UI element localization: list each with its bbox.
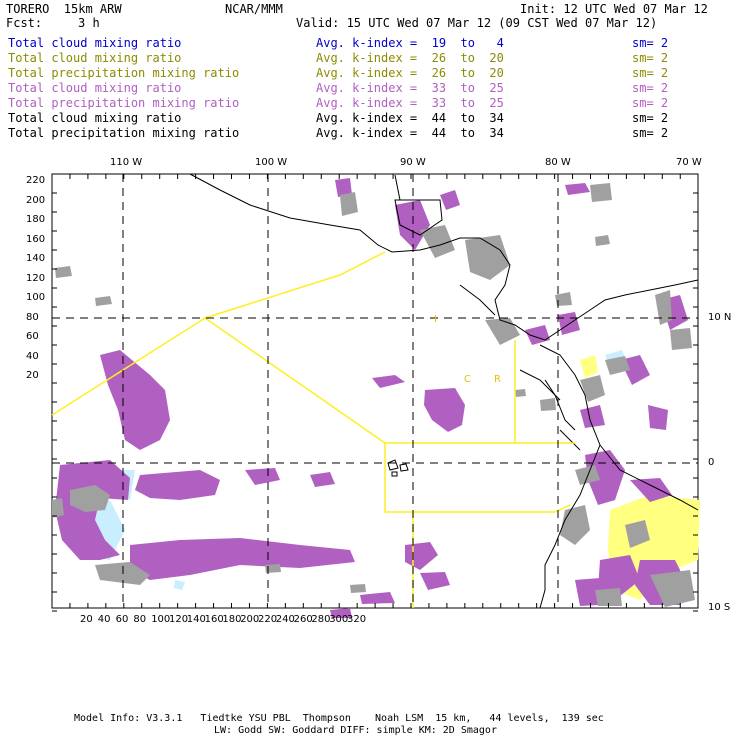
- legend-field: Total precipitation mixing ratio: [8, 96, 240, 110]
- longitude-label: 100 W: [255, 157, 288, 168]
- map-label-i: I: [434, 314, 437, 325]
- legend-sm: sm= 2: [632, 126, 669, 140]
- longitude-label: 70 W: [676, 157, 702, 168]
- org-label: NCAR/MMM: [225, 2, 283, 16]
- legend-kindex: Avg. k-index = 19 to 4: [316, 36, 504, 50]
- x-tick-label: 80: [133, 614, 147, 625]
- legend-field: Total cloud mixing ratio: [8, 81, 182, 95]
- footer-line-1: Model Info: V3.3.1 Tiedtke YSU PBL Thomp…: [74, 713, 604, 724]
- y-tick-label: 220: [26, 175, 46, 186]
- legend-field: Total precipitation mixing ratio: [8, 126, 240, 140]
- legend-kindex: Avg. k-index = 26 to 20: [316, 51, 504, 65]
- latitude-label: 0: [708, 457, 715, 468]
- legend-kindex: Avg. k-index = 44 to 34: [316, 126, 504, 140]
- x-tick-label: 200: [240, 614, 260, 625]
- map-label-r: R: [494, 374, 501, 385]
- x-tick-label: 140: [186, 614, 206, 625]
- coastlines: [189, 173, 699, 609]
- legend-field: Total cloud mixing ratio: [8, 36, 182, 50]
- grid-lines: [52, 174, 698, 608]
- y-tick-label: 80: [26, 311, 39, 323]
- y-tick-label: 20: [26, 370, 39, 381]
- legend-kindex: Avg. k-index = 33 to 25: [316, 96, 504, 110]
- legend-field: Total cloud mixing ratio: [8, 51, 182, 65]
- legend-kindex: Avg. k-index = 33 to 25: [316, 81, 504, 95]
- x-tick-label: 20: [80, 614, 93, 625]
- legend-sm: sm= 2: [632, 96, 669, 110]
- x-tick-label: 320: [347, 614, 367, 625]
- y-tick-label: 60: [26, 331, 39, 342]
- latitude-label: 10 N: [708, 312, 732, 323]
- footer-line-2: LW: Godd SW: Goddard DIFF: simple KM: 2D…: [214, 725, 497, 736]
- latitude-label: 10 S: [708, 602, 731, 613]
- legend-sm: sm= 2: [632, 36, 669, 50]
- model-title: TORERO 15km ARW: [6, 2, 122, 16]
- y-tick-label: 120: [26, 272, 46, 284]
- fcst-label: Fcst:: [6, 16, 43, 30]
- y-tick-label: 180: [26, 214, 46, 225]
- x-tick-label: 180: [222, 614, 242, 625]
- y-tick-label: 160: [26, 233, 46, 245]
- y-tick-label: 40: [26, 350, 39, 362]
- y-tick-label: 100: [26, 292, 46, 303]
- longitude-label: 110 W: [110, 157, 143, 168]
- legend-kindex: Avg. k-index = 26 to 20: [316, 66, 504, 80]
- x-tick-label: 280: [311, 614, 331, 625]
- y-tick-label: 140: [26, 253, 46, 264]
- legend-sm: sm= 2: [632, 66, 669, 80]
- galapagos: [387, 459, 409, 477]
- valid-time: Valid: 15 UTC Wed 07 Mar 12 (09 CST Wed …: [296, 16, 658, 30]
- x-tick-label: 40: [97, 614, 111, 625]
- legend-sm: sm= 2: [632, 51, 669, 65]
- legend-kindex: Avg. k-index = 44 to 34: [316, 111, 504, 125]
- x-tick-label: 240: [275, 614, 295, 625]
- init-time: Init: 12 UTC Wed 07 Mar 12: [520, 2, 708, 16]
- y-tick-label: 200: [26, 194, 46, 206]
- x-tick-label: 220: [258, 614, 278, 625]
- longitude-label: 80 W: [545, 157, 571, 168]
- x-tick-label: 100: [151, 614, 171, 625]
- x-tick-label: 120: [169, 614, 189, 625]
- x-tick-label: 160: [204, 614, 224, 625]
- x-tick-label: 60: [115, 614, 129, 625]
- legend-field: Total cloud mixing ratio: [8, 111, 182, 125]
- map-label-c: C: [464, 374, 471, 385]
- fcst-value: 3 h: [78, 16, 100, 30]
- legend-sm: sm= 2: [632, 111, 669, 125]
- x-tick-label: 260: [293, 614, 313, 625]
- gray-fields: [52, 183, 695, 607]
- longitude-label: 90 W: [400, 157, 426, 168]
- legend-field: Total precipitation mixing ratio: [8, 66, 240, 80]
- tick-marks: [51, 173, 698, 612]
- x-tick-label: 300: [329, 614, 349, 625]
- legend-sm: sm= 2: [632, 81, 669, 95]
